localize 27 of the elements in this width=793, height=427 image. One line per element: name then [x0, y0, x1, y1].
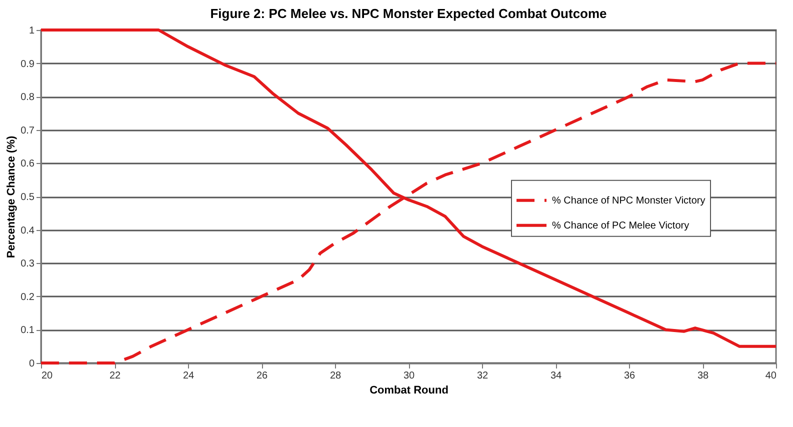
x-tick-label: 20 — [42, 370, 54, 382]
legend-label: % Chance of PC Melee Victory — [552, 220, 690, 232]
y-tick-label: 0.7 — [20, 125, 35, 136]
y-tick-label: 0.9 — [20, 58, 35, 70]
y-tick-label: 0.1 — [20, 325, 35, 336]
chart-title: Figure 2: PC Melee vs. NPC Monster Expected Combat Outcome — [210, 6, 607, 21]
x-tick-label: 22 — [109, 370, 121, 382]
y-tick-label: 0.2 — [20, 292, 35, 303]
y-tick-label: 0.8 — [20, 92, 35, 104]
x-tick-label: 36 — [624, 370, 636, 382]
y-tick-label: 0.4 — [20, 225, 35, 236]
x-tick-label: 38 — [697, 370, 709, 382]
x-tick-label: 30 — [403, 370, 415, 382]
legend-label: % Chance of NPC Monster Victory — [552, 195, 706, 206]
y-tick-label: 0.3 — [20, 258, 35, 270]
x-tick-label: 26 — [256, 370, 268, 382]
x-tick-label: 32 — [476, 370, 488, 382]
x-tick-label: 28 — [330, 370, 342, 382]
x-tick-label: 40 — [765, 370, 777, 382]
y-axis-title: Percentage Chance (%) — [6, 136, 18, 258]
y-tick-label: 0.6 — [20, 158, 35, 170]
x-tick-label: 34 — [550, 370, 562, 382]
y-tick-label: 0 — [28, 358, 35, 370]
x-tick-label: 24 — [182, 370, 194, 382]
y-tick-label: 0.5 — [20, 192, 35, 203]
y-tick-label: 1 — [28, 26, 35, 36]
x-axis-title: Combat Round — [370, 384, 448, 396]
